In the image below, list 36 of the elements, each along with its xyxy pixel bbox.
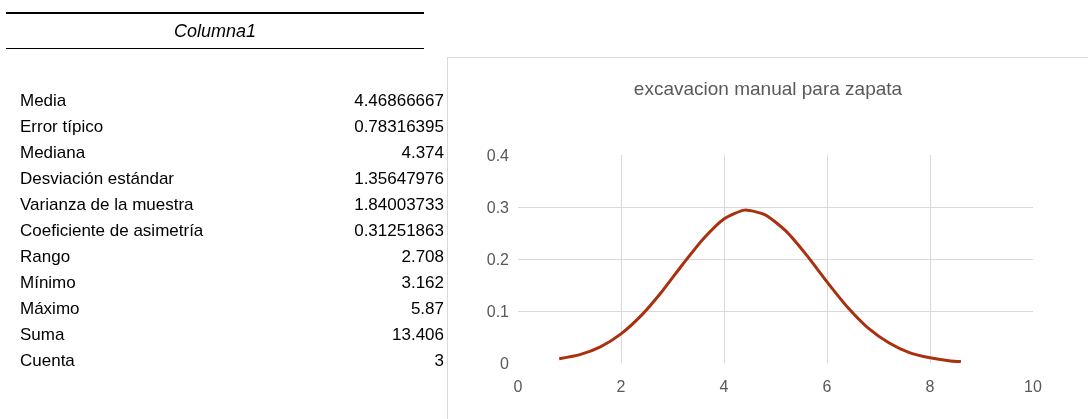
category-label: Suma (20, 325, 65, 344)
category-label: Cuenta (20, 351, 75, 370)
y-tick-label: 0.3 (486, 198, 510, 216)
x-tick-label: 10 (1024, 378, 1042, 395)
category-label: Mínimo (20, 273, 76, 292)
x-tick-label: 4 (719, 378, 729, 395)
x-tick-label: 6 (822, 378, 832, 395)
category-label: Desviación estándar (20, 169, 175, 188)
category-label: Mediana (20, 143, 86, 162)
category-label: Rango (20, 247, 71, 266)
data-label: 3.162 (401, 272, 444, 294)
y-tick-label: 0.1 (486, 302, 510, 320)
data-label: 0.78316395 (354, 116, 444, 138)
data-label: 2.708 (401, 246, 444, 268)
data-label: 0.31251863 (354, 220, 444, 242)
data-label: 4.374 (401, 142, 444, 164)
category-label: Máximo (20, 299, 80, 318)
y-tick-label: 0.4 (486, 146, 510, 164)
category-label: Error típico (20, 117, 104, 136)
data-label: 13.406 (392, 324, 444, 346)
y-tick-label: 0 (500, 354, 510, 372)
line-series (557, 208, 963, 363)
chart-title: excavacion manual para zapata (633, 78, 903, 100)
data-label: 5.87 (410, 298, 444, 320)
y-tick-label: 0.2 (486, 250, 510, 268)
category-label: Media (20, 91, 67, 110)
data-label: 3 (434, 350, 444, 372)
category-label: Varianza de la muestra (20, 195, 194, 214)
x-tick-label: 0 (513, 378, 523, 395)
text: Columna1 (6, 12, 424, 49)
data-label: 4.46866667 (354, 90, 444, 112)
data-label: 1.84003733 (354, 194, 444, 216)
category-label: Coeficiente de asimetría (20, 221, 204, 240)
x-tick-label: 2 (616, 378, 626, 395)
x-tick-label: 8 (925, 378, 935, 395)
data-label: 1.35647976 (354, 168, 444, 190)
